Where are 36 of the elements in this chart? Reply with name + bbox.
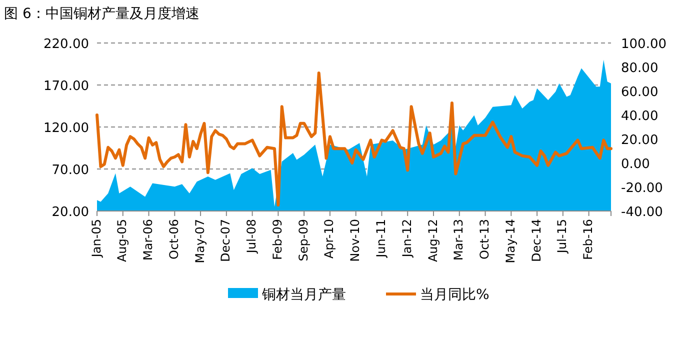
y-tick-label: 220.00 <box>44 37 89 52</box>
x-tick-label: May-07 <box>192 219 207 264</box>
legend-label: 当月同比% <box>420 287 490 303</box>
y-tick-label: 120.00 <box>44 121 89 136</box>
y2-tick-label: 0.00 <box>621 157 650 172</box>
y-tick-label: 70.00 <box>52 163 89 178</box>
y2-tick-label: 40.00 <box>621 109 658 124</box>
y2-tick-label: 20.00 <box>621 133 658 148</box>
chart-title: 图 6：中国铜材产量及月度增速 <box>4 6 200 22</box>
y2-tick-label: 100.00 <box>621 37 666 52</box>
y2-tick-label: 80.00 <box>621 61 658 76</box>
y2-tick-label: -20.00 <box>621 181 663 196</box>
legend-label: 铜材当月产量 <box>261 287 346 303</box>
x-tick-label: Jul-15 <box>555 219 570 254</box>
x-tick-label: Aug-12 <box>426 219 440 262</box>
y-tick-label: 170.00 <box>44 79 89 94</box>
x-tick-label: Feb-09 <box>270 219 284 260</box>
x-tick-label: Jun-11 <box>374 219 388 258</box>
x-tick-label: Nov-10 <box>348 219 362 262</box>
x-tick-label: Mar-13 <box>452 219 466 260</box>
x-tick-label: Oct-06 <box>166 219 181 260</box>
y2-tick-label: -40.00 <box>621 205 663 220</box>
x-tick-label: Dec-07 <box>218 219 233 262</box>
x-tick-label: Jan-05 <box>89 219 104 258</box>
x-tick-label: Jan-12 <box>400 219 414 258</box>
x-tick-label: Dec-14 <box>529 219 544 262</box>
y-tick-label: 20.00 <box>52 205 89 220</box>
y2-tick-label: 60.00 <box>621 85 658 100</box>
x-tick-label: Feb-16 <box>581 219 596 260</box>
x-tick-label: Aug-05 <box>115 219 130 262</box>
x-tick-label: Apr-10 <box>322 219 336 259</box>
x-tick-label: May-14 <box>503 219 518 264</box>
x-tick-label: Jul-08 <box>244 219 259 254</box>
x-tick-label: Oct-13 <box>478 219 492 260</box>
x-tick-label: Mar-06 <box>141 219 156 260</box>
x-tick-label: Sep-09 <box>296 219 310 262</box>
